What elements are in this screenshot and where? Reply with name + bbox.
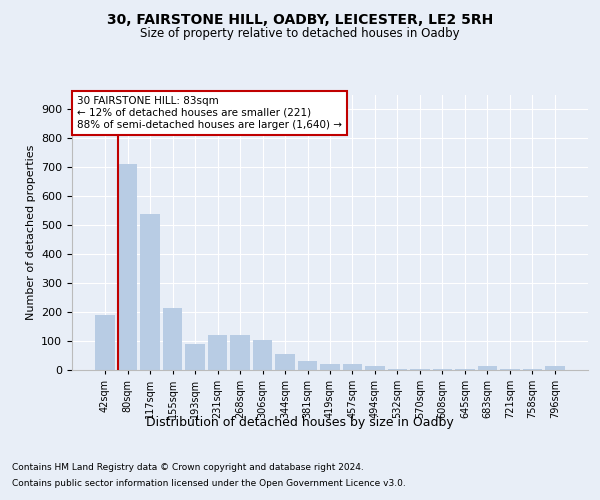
Bar [478,366,497,370]
Bar [545,366,565,370]
Bar [455,368,475,370]
Bar [343,364,362,370]
Bar [185,344,205,370]
Bar [95,315,115,370]
Text: Contains public sector information licensed under the Open Government Licence v3: Contains public sector information licen… [12,478,406,488]
Bar [410,368,430,370]
Bar [523,368,542,370]
Text: Size of property relative to detached houses in Oadby: Size of property relative to detached ho… [140,28,460,40]
Y-axis label: Number of detached properties: Number of detached properties [26,145,35,320]
Bar [320,364,340,370]
Bar [388,368,407,370]
Bar [500,368,520,370]
Text: Contains HM Land Registry data © Crown copyright and database right 2024.: Contains HM Land Registry data © Crown c… [12,464,364,472]
Bar [253,340,272,370]
Bar [208,336,227,370]
Bar [365,366,385,370]
Bar [433,368,452,370]
Bar [118,164,137,370]
Text: 30, FAIRSTONE HILL, OADBY, LEICESTER, LE2 5RH: 30, FAIRSTONE HILL, OADBY, LEICESTER, LE… [107,12,493,26]
Bar [230,336,250,370]
Bar [275,354,295,370]
Bar [163,308,182,370]
Text: 30 FAIRSTONE HILL: 83sqm
← 12% of detached houses are smaller (221)
88% of semi-: 30 FAIRSTONE HILL: 83sqm ← 12% of detach… [77,96,342,130]
Text: Distribution of detached houses by size in Oadby: Distribution of detached houses by size … [146,416,454,429]
Bar [140,214,160,370]
Bar [298,362,317,370]
